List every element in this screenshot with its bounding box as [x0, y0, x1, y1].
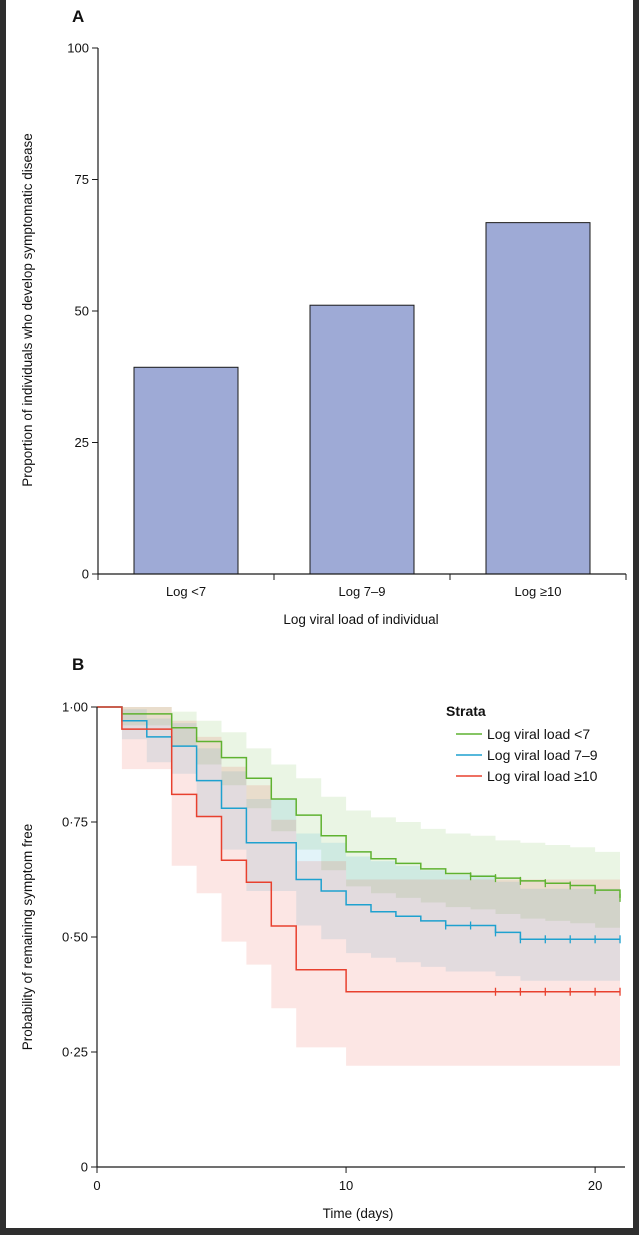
- y-tick-label-2: 50: [75, 304, 89, 319]
- y-tick-label-1: 0·25: [62, 1045, 88, 1060]
- legend-label-0: Log viral load <7: [487, 726, 590, 742]
- panel-b-y-axis-title: Probability of remaining symptom free: [20, 824, 35, 1051]
- bar-2: [485, 222, 591, 575]
- legend-title: Strata: [446, 703, 486, 719]
- y-tick-label-4: 1·00: [62, 700, 88, 715]
- y-tick-label-3: 0·75: [62, 815, 88, 830]
- y-tick-label-0: 0: [82, 567, 89, 582]
- x-tick-label-2: 20: [588, 1178, 602, 1193]
- panel-a-ticks: Log <7 Log 7–9 Log ≥10 0 25 50 75 100: [67, 41, 627, 599]
- x-tick-label-1: Log 7–9: [339, 584, 386, 599]
- panel-b-survival-chart: B 0 0·25 0·50 0·75 1·00 0 10 20 Probability of …: [20, 655, 625, 1221]
- y-tick-label-3: 75: [75, 172, 89, 187]
- confidence-band-1: [97, 707, 620, 981]
- bar-1: [309, 304, 415, 575]
- x-tick-label-0: Log <7: [166, 584, 206, 599]
- legend-label-1: Log viral load 7–9: [487, 747, 598, 763]
- panel-b-ticks: 0 0·25 0·50 0·75 1·00 0 10 20: [62, 700, 602, 1194]
- panel-b-legend: Strata Log viral load <7 Log viral load 7…: [446, 703, 598, 784]
- confidence-band-2: [97, 707, 620, 1066]
- panel-a-bars: [133, 222, 591, 575]
- figure-canvas: A Log <7 Log 7–9 Log ≥10 0 25 50 75 100 Proport…: [6, 0, 633, 1228]
- y-tick-label-2: 0·50: [62, 930, 88, 945]
- panel-b-censor-marks: [445, 872, 621, 996]
- confidence-band-0: [97, 707, 620, 937]
- panel-b-confidence-bands: [97, 707, 620, 1066]
- survival-line-2: [97, 706, 620, 993]
- panel-a-letter: A: [72, 7, 84, 26]
- panel-b-letter: B: [72, 655, 84, 674]
- panel-a-bar-chart: A Log <7 Log 7–9 Log ≥10 0 25 50 75 100 Proport…: [20, 7, 627, 627]
- x-tick-label-2: Log ≥10: [515, 584, 562, 599]
- legend-label-2: Log viral load ≥10: [487, 768, 598, 784]
- y-tick-label-0: 0: [81, 1160, 88, 1175]
- x-tick-label-0: 0: [93, 1178, 100, 1193]
- x-tick-label-1: 10: [339, 1178, 353, 1193]
- panel-b-x-axis-title: Time (days): [323, 1206, 394, 1221]
- y-tick-label-1: 25: [75, 435, 89, 450]
- panel-a-x-axis-title: Log viral load of individual: [283, 612, 438, 627]
- bar-0: [133, 366, 239, 575]
- y-tick-label-4: 100: [67, 41, 89, 56]
- panel-a-y-axis-title: Proportion of individuals who develop sy…: [20, 133, 35, 486]
